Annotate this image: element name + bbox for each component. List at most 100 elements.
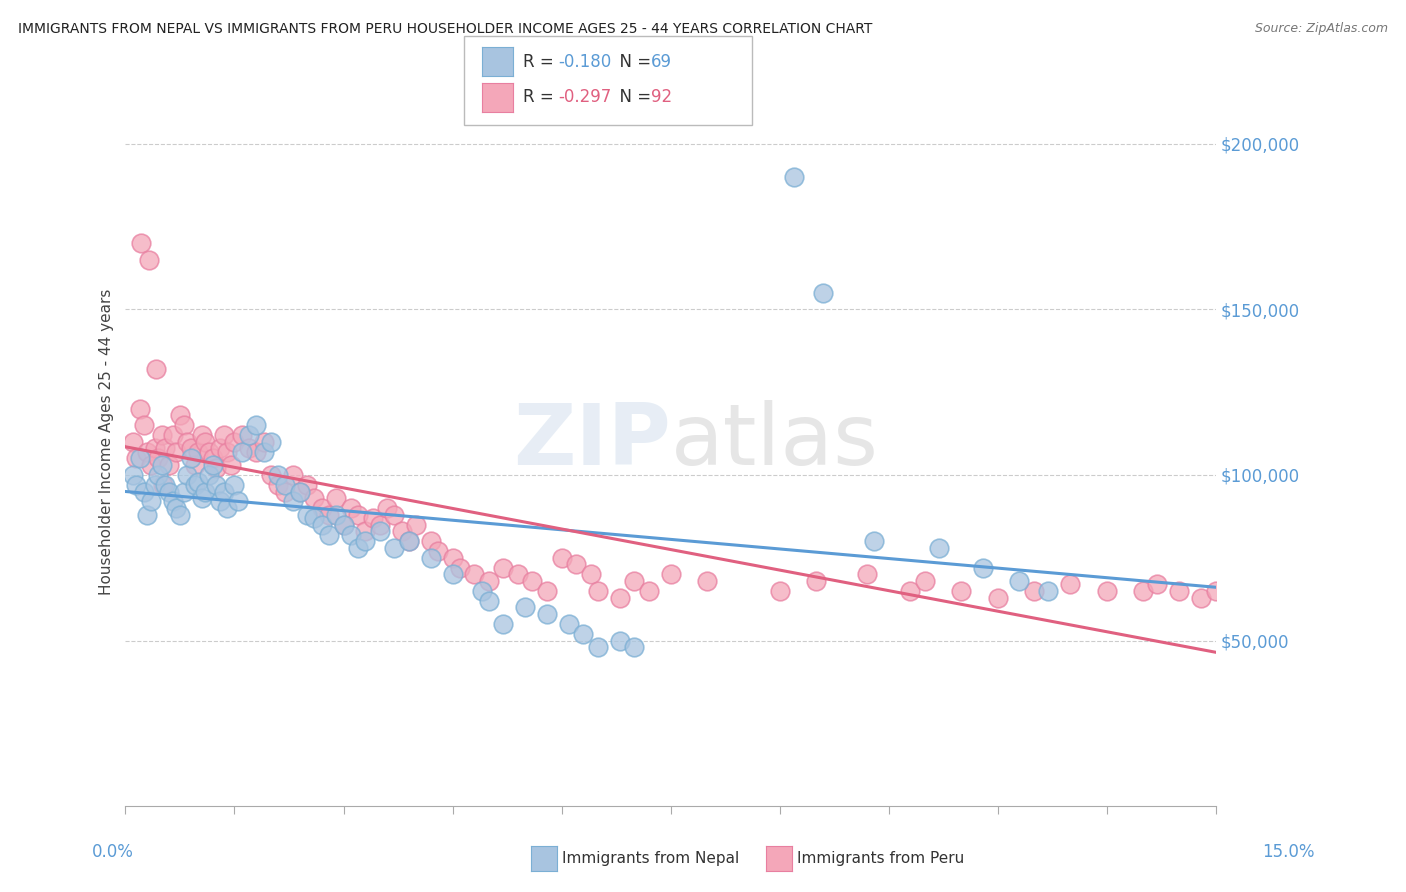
Point — [361, 511, 384, 525]
Point — [121, 467, 143, 482]
Point — [339, 501, 361, 516]
Point — [1168, 583, 1191, 598]
Point — [304, 491, 326, 505]
Point — [173, 418, 195, 433]
Point — [950, 583, 973, 598]
Text: R =: R = — [523, 88, 560, 106]
Point — [143, 442, 166, 456]
Point — [332, 517, 354, 532]
Point — [169, 409, 191, 423]
Point — [579, 567, 602, 582]
Point — [139, 494, 162, 508]
Point — [274, 478, 297, 492]
Text: 0.0%: 0.0% — [91, 843, 134, 861]
Point — [391, 524, 413, 539]
Point — [295, 508, 318, 522]
Point — [129, 451, 152, 466]
Point — [471, 583, 494, 598]
Text: -0.297: -0.297 — [558, 88, 612, 106]
Point — [609, 591, 631, 605]
Point — [205, 461, 228, 475]
Point — [375, 501, 398, 516]
Point — [478, 594, 501, 608]
Point — [987, 591, 1010, 605]
Point — [478, 574, 501, 588]
Point — [609, 633, 631, 648]
Point — [1095, 583, 1118, 598]
Point — [1132, 583, 1154, 598]
Point — [150, 458, 173, 472]
Point — [1008, 574, 1031, 588]
Point — [449, 560, 471, 574]
Point — [382, 508, 405, 522]
Point — [522, 574, 544, 588]
Point — [201, 458, 224, 472]
Point — [224, 434, 246, 449]
Point — [191, 428, 214, 442]
Point — [1059, 577, 1081, 591]
Point — [138, 252, 160, 267]
Point — [173, 484, 195, 499]
Point — [136, 508, 159, 522]
Point — [187, 475, 209, 489]
Point — [768, 583, 790, 598]
Point — [1189, 591, 1212, 605]
Point — [129, 401, 152, 416]
Point — [659, 567, 682, 582]
Point — [536, 583, 558, 598]
Point — [145, 362, 167, 376]
Point — [281, 494, 304, 508]
Point — [398, 534, 420, 549]
Point — [288, 484, 311, 499]
Point — [198, 444, 221, 458]
Point — [419, 550, 441, 565]
Point — [165, 501, 187, 516]
Point — [783, 169, 806, 184]
Point — [572, 627, 595, 641]
Text: IMMIGRANTS FROM NEPAL VS IMMIGRANTS FROM PERU HOUSEHOLDER INCOME AGES 25 - 44 YE: IMMIGRANTS FROM NEPAL VS IMMIGRANTS FROM… — [18, 22, 873, 37]
Point — [1022, 583, 1045, 598]
Point — [914, 574, 936, 588]
Point — [267, 467, 290, 482]
Point — [441, 550, 464, 565]
Point — [155, 442, 177, 456]
Point — [1038, 583, 1060, 598]
Point — [623, 640, 645, 655]
Point — [180, 442, 202, 456]
Point — [586, 583, 609, 598]
Point — [132, 484, 155, 499]
Point — [804, 574, 827, 588]
Point — [212, 484, 235, 499]
Point — [157, 484, 180, 499]
Point — [347, 508, 370, 522]
Point — [260, 434, 283, 449]
Point — [295, 478, 318, 492]
Point — [898, 583, 921, 598]
Point — [368, 524, 391, 539]
Text: ZIP: ZIP — [513, 401, 671, 483]
Point — [150, 428, 173, 442]
Point — [169, 508, 191, 522]
Point — [586, 640, 609, 655]
Text: Immigrants from Nepal: Immigrants from Nepal — [562, 852, 740, 866]
Point — [245, 418, 267, 433]
Point — [176, 434, 198, 449]
Point — [155, 478, 177, 492]
Point — [183, 458, 205, 472]
Point — [187, 444, 209, 458]
Point — [318, 527, 340, 541]
Point — [125, 478, 148, 492]
Text: -0.180: -0.180 — [558, 53, 612, 70]
Point — [463, 567, 485, 582]
Point — [212, 428, 235, 442]
Point — [231, 428, 253, 442]
Point — [281, 467, 304, 482]
Point — [201, 451, 224, 466]
Point — [224, 478, 246, 492]
Point — [304, 511, 326, 525]
Point — [148, 467, 170, 482]
Point — [194, 484, 217, 499]
Point — [194, 434, 217, 449]
Point — [339, 527, 361, 541]
Point — [165, 444, 187, 458]
